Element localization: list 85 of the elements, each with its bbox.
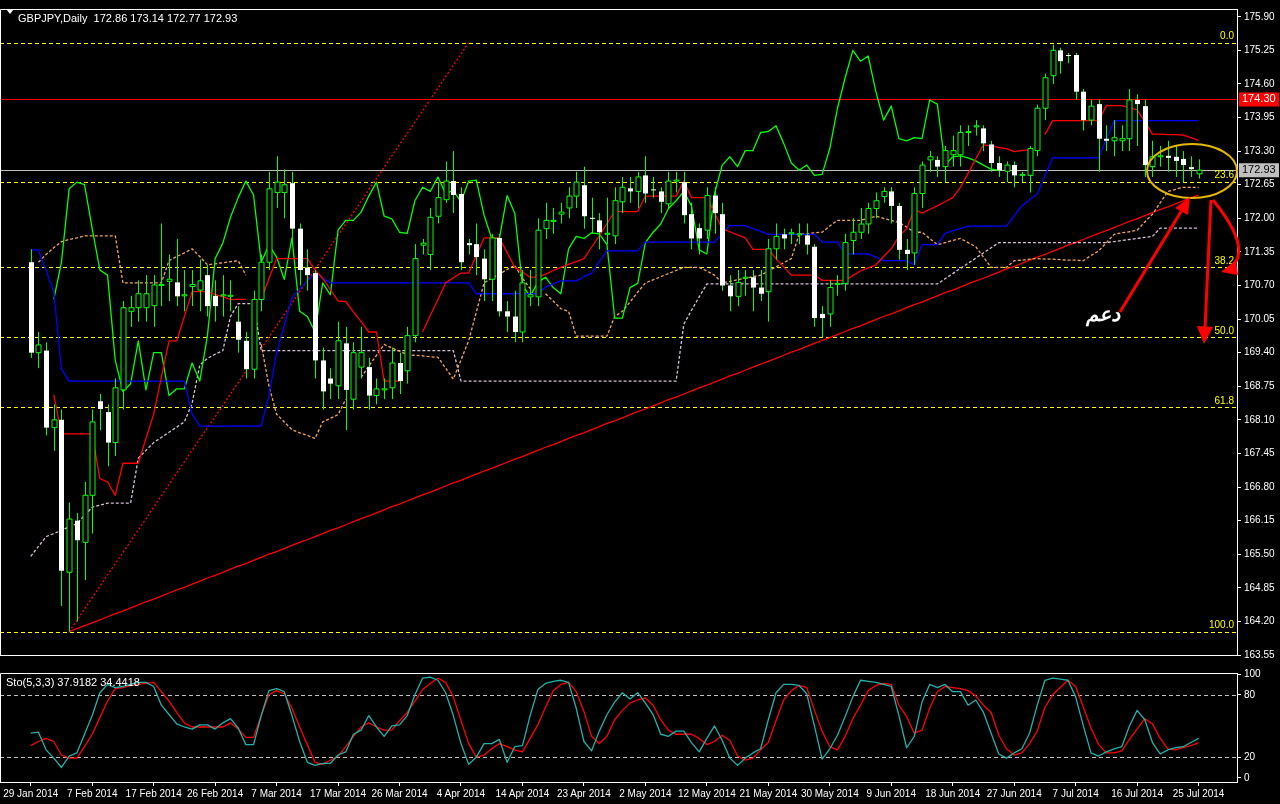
candlestick: [981, 124, 986, 152]
line-series: [30, 227, 1200, 557]
candlestick: [713, 186, 718, 235]
x-tick-label: 26 Mar 2014: [371, 787, 429, 799]
x-tick-label: 29 Jan 2014: [3, 787, 59, 799]
x-tick-label: 18 Jun 2014: [925, 787, 981, 799]
y-tick-label: 174.60: [1244, 77, 1276, 89]
x-tick-label: 21 May 2014: [739, 787, 798, 799]
y-tick-label: 164.85: [1244, 581, 1276, 593]
candlestick: [328, 367, 333, 400]
y-tick-label: 100: [1244, 667, 1262, 679]
y-tick-label: 80: [1244, 688, 1256, 700]
y-tick-label: 169.40: [1244, 346, 1276, 358]
y-tick-label: 173.95: [1244, 111, 1276, 123]
candlestick: [989, 140, 994, 173]
x-tick-label: 7 Jul 2014: [1052, 787, 1100, 799]
candlestick: [1181, 150, 1186, 183]
candlestick: [1135, 93, 1140, 147]
y-tick-label: 170.70: [1244, 279, 1276, 291]
candlestick: [597, 212, 602, 250]
candlestick: [75, 512, 80, 622]
candlestick: [1166, 140, 1171, 173]
x-tick-label: 4 Apr 2014: [436, 787, 486, 799]
annotation: 100.0: [1208, 619, 1235, 631]
candlestick: [1189, 155, 1194, 178]
candlestick: [213, 279, 218, 323]
annotation: 23.6: [1214, 169, 1235, 181]
x-tick-label: 12 May 2014: [677, 787, 737, 799]
candlestick: [751, 269, 756, 312]
y-tick-label: 20: [1244, 750, 1256, 762]
y-tick-label: 168.75: [1244, 380, 1276, 392]
y-tick-label: 167.45: [1244, 447, 1276, 459]
y-tick-label: 0: [1244, 771, 1250, 783]
x-tick-label: 16 Jul 2014: [1111, 787, 1164, 799]
y-tick-label: 175.25: [1244, 44, 1276, 56]
candlestick: [820, 305, 825, 338]
annotation: 38.2: [1214, 255, 1235, 267]
x-tick-label: 9 Jun 2014: [866, 787, 917, 799]
candlestick: [1104, 124, 1109, 152]
candlestick: [482, 248, 487, 302]
candlestick: [628, 176, 633, 204]
ref-line-label: 174.30: [1242, 92, 1276, 105]
y-tick-label: 166.80: [1244, 480, 1276, 492]
annotation: دعم: [1086, 302, 1121, 326]
candlestick: [1174, 145, 1179, 178]
y-tick-label: 172.65: [1244, 178, 1276, 190]
candlestick: [651, 176, 656, 199]
y-tick-label: 173.30: [1244, 144, 1276, 156]
x-tick-label: 14 Apr 2014: [495, 787, 550, 799]
x-tick-label: 25 Jul 2014: [1172, 787, 1225, 799]
candlestick: [305, 248, 310, 292]
candlestick: [505, 300, 510, 333]
y-tick-label: 164.20: [1244, 615, 1276, 627]
x-tick-label: 2 May 2014: [619, 787, 672, 799]
candlestick: [590, 197, 595, 235]
candlestick: [728, 274, 733, 312]
y-tick-label: 170.05: [1244, 312, 1276, 324]
chart-title: Sto(5,3,3) 37.9182 34.4418: [6, 675, 140, 688]
y-tick-label: 165.50: [1244, 547, 1276, 559]
candlestick: [782, 228, 787, 250]
y-tick-label: 163.55: [1244, 648, 1276, 660]
y-tick-label: 171.35: [1244, 245, 1276, 257]
x-tick-label: 23 Apr 2014: [556, 787, 612, 799]
candlestick: [236, 305, 241, 354]
candlestick: [474, 222, 479, 276]
y-tick-label: 168.10: [1244, 413, 1276, 425]
candlestick: [98, 393, 103, 431]
x-tick-label: 17 Mar 2014: [309, 787, 367, 799]
y-tick-label: 166.15: [1244, 514, 1276, 526]
candlestick: [697, 222, 702, 255]
annotation: 0.0: [1220, 30, 1235, 42]
x-tick-label: 17 Feb 2014: [125, 787, 183, 799]
chart-title: GBPJPY,Daily 172.86 173.14 172.77 172.93: [18, 11, 238, 24]
x-tick-label: 7 Mar 2014: [251, 787, 303, 799]
ref-line-label: 172.93: [1242, 163, 1276, 176]
candlestick: [805, 222, 810, 255]
annotation: 50.0: [1214, 324, 1235, 336]
y-tick-label: 175.90: [1244, 10, 1276, 22]
x-tick-label: 27 Jun 2014: [986, 787, 1043, 799]
candlestick: [1066, 52, 1071, 64]
annotation: 61.8: [1214, 394, 1235, 406]
x-tick-label: 26 Feb 2014: [187, 787, 244, 799]
y-tick-label: 172.00: [1244, 212, 1276, 224]
x-tick-label: 7 Feb 2014: [66, 787, 118, 799]
x-tick-label: 30 May 2014: [800, 787, 860, 799]
